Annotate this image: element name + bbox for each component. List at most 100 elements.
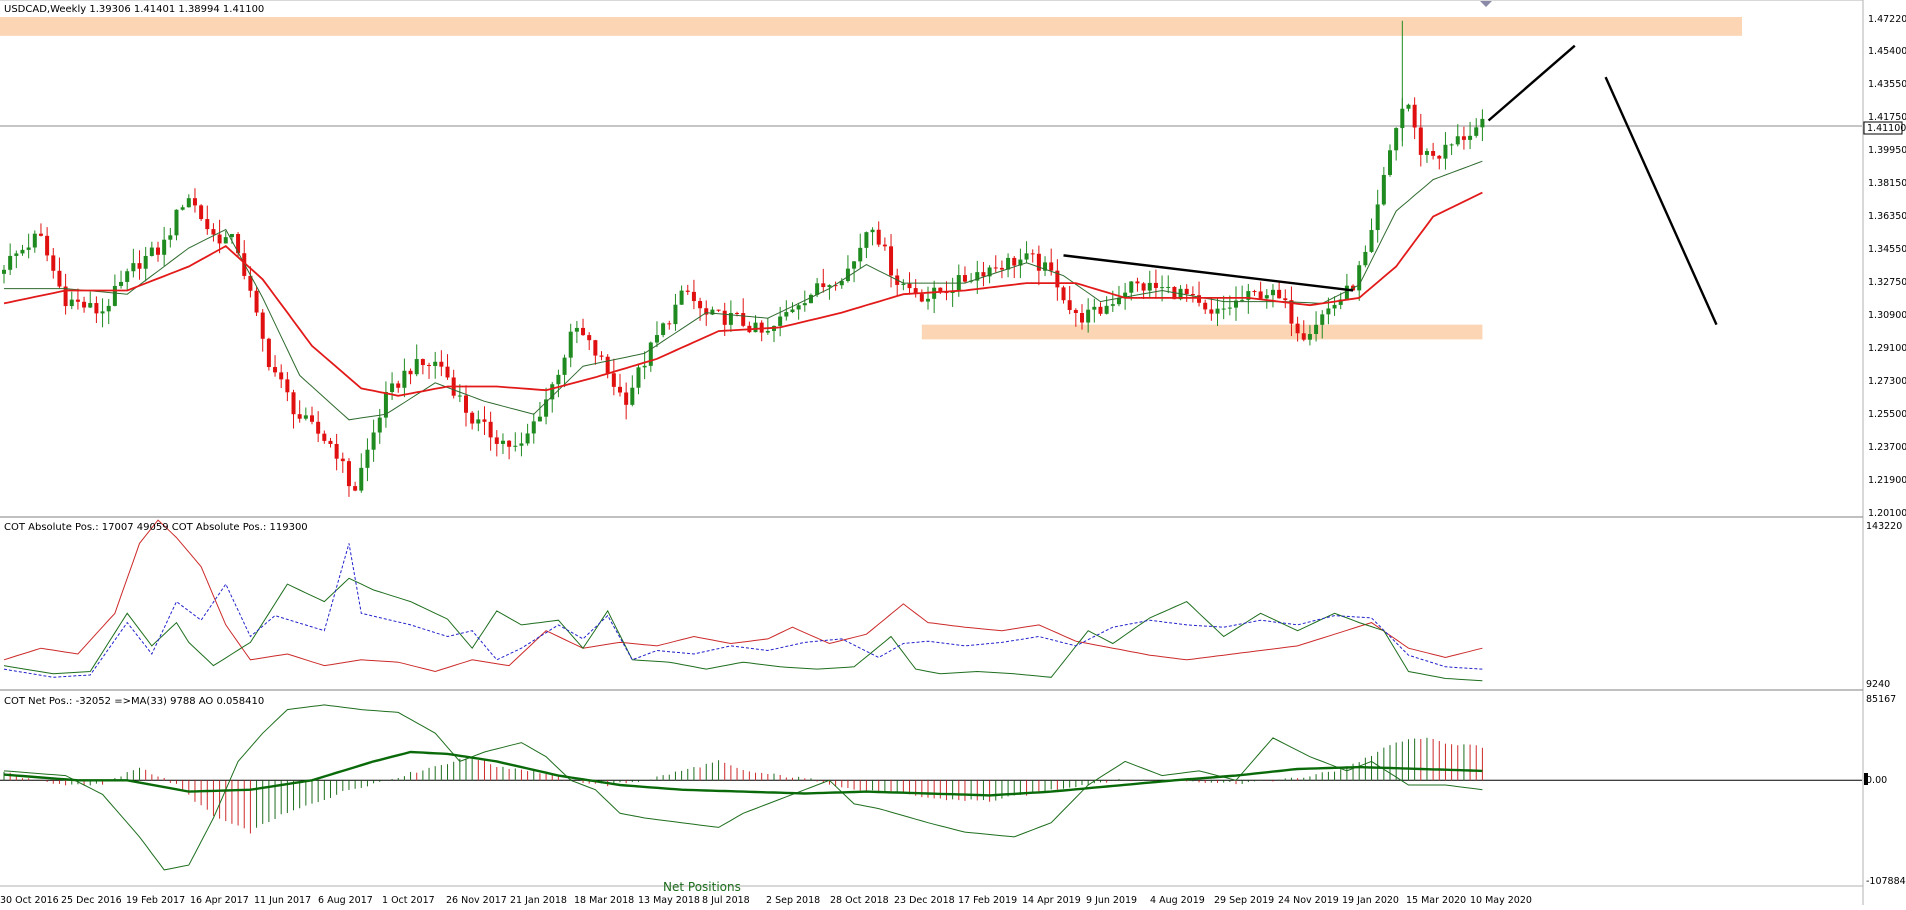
- candle[interactable]: [796, 302, 801, 320]
- candle[interactable]: [599, 351, 604, 361]
- candle[interactable]: [1418, 113, 1423, 167]
- candle[interactable]: [1227, 295, 1232, 316]
- candle[interactable]: [938, 287, 943, 294]
- candle[interactable]: [371, 419, 376, 462]
- candle[interactable]: [199, 204, 204, 221]
- candle[interactable]: [999, 260, 1004, 279]
- candle[interactable]: [303, 407, 308, 421]
- candle[interactable]: [1166, 275, 1171, 294]
- candle[interactable]: [1024, 241, 1029, 264]
- candle[interactable]: [1080, 304, 1084, 330]
- candle[interactable]: [273, 355, 278, 377]
- candle[interactable]: [340, 452, 345, 473]
- candle[interactable]: [94, 296, 99, 324]
- candle[interactable]: [1320, 310, 1325, 339]
- cot-net-line[interactable]: [3, 704, 1483, 871]
- candle[interactable]: [1215, 297, 1220, 326]
- candle[interactable]: [26, 233, 31, 259]
- candle[interactable]: [544, 387, 549, 425]
- candle[interactable]: [346, 458, 351, 497]
- candle[interactable]: [593, 339, 598, 365]
- candle[interactable]: [802, 290, 807, 312]
- candle[interactable]: [1197, 281, 1202, 307]
- candle[interactable]: [624, 382, 629, 420]
- candle[interactable]: [433, 351, 438, 379]
- candle[interactable]: [476, 410, 481, 432]
- trend-line-1[interactable]: [1063, 254, 1354, 292]
- candle[interactable]: [556, 369, 561, 398]
- candle[interactable]: [125, 268, 130, 290]
- candle[interactable]: [223, 230, 228, 244]
- candle[interactable]: [88, 291, 93, 309]
- candle[interactable]: [537, 402, 542, 422]
- ma-slow-line[interactable]: [3, 191, 1483, 397]
- candle[interactable]: [1455, 124, 1460, 147]
- candle[interactable]: [1036, 245, 1041, 286]
- candle[interactable]: [266, 337, 271, 371]
- candle[interactable]: [648, 341, 653, 372]
- candle[interactable]: [1314, 311, 1319, 342]
- candle[interactable]: [168, 228, 173, 248]
- candle[interactable]: [192, 188, 197, 213]
- cot-net-panel[interactable]: [0, 704, 1862, 871]
- candle[interactable]: [519, 432, 524, 457]
- candle[interactable]: [1240, 285, 1245, 303]
- candle[interactable]: [1252, 289, 1257, 296]
- candle[interactable]: [1221, 295, 1226, 320]
- candle[interactable]: [377, 408, 382, 444]
- candle[interactable]: [661, 322, 666, 338]
- candle[interactable]: [1018, 248, 1023, 279]
- cot-abs-blue-line[interactable]: [3, 543, 1483, 678]
- candle[interactable]: [1461, 126, 1466, 150]
- candle[interactable]: [131, 248, 136, 278]
- candle[interactable]: [445, 354, 450, 380]
- candle[interactable]: [254, 287, 259, 317]
- candle[interactable]: [180, 204, 185, 211]
- candle[interactable]: [119, 270, 124, 289]
- candle[interactable]: [211, 223, 216, 242]
- candle[interactable]: [1344, 273, 1349, 300]
- candle[interactable]: [51, 248, 56, 279]
- candle[interactable]: [673, 293, 678, 331]
- candle[interactable]: [562, 354, 567, 388]
- candle[interactable]: [790, 302, 795, 314]
- candle[interactable]: [895, 268, 900, 296]
- candle[interactable]: [919, 289, 924, 303]
- candle[interactable]: [229, 233, 234, 244]
- candle[interactable]: [1153, 269, 1158, 299]
- candle[interactable]: [1375, 189, 1380, 243]
- main-price-panel[interactable]: [0, 17, 1862, 497]
- candle[interactable]: [728, 300, 733, 332]
- candle[interactable]: [876, 221, 881, 247]
- candle[interactable]: [1043, 256, 1048, 277]
- candle[interactable]: [1406, 103, 1411, 112]
- ma33-line[interactable]: [3, 750, 1483, 797]
- candle[interactable]: [69, 291, 74, 310]
- candle[interactable]: [279, 364, 284, 389]
- candle[interactable]: [1412, 97, 1417, 140]
- trend-line-2[interactable]: [1487, 44, 1576, 122]
- candle[interactable]: [525, 423, 530, 446]
- candle[interactable]: [322, 430, 327, 444]
- candle[interactable]: [383, 381, 388, 428]
- candle[interactable]: [882, 237, 887, 251]
- candle[interactable]: [581, 318, 586, 336]
- candle[interactable]: [759, 320, 764, 342]
- candle[interactable]: [57, 257, 62, 289]
- candle[interactable]: [285, 372, 290, 402]
- resistance-zone[interactable]: [0, 17, 1742, 36]
- candle[interactable]: [833, 281, 838, 291]
- candle[interactable]: [143, 247, 148, 282]
- candle[interactable]: [587, 332, 592, 351]
- candle[interactable]: [1190, 286, 1195, 303]
- candle[interactable]: [451, 369, 456, 399]
- candle[interactable]: [500, 433, 505, 454]
- candle[interactable]: [679, 285, 684, 305]
- candle[interactable]: [667, 320, 672, 330]
- cot-abs-red-line[interactable]: [3, 519, 1483, 673]
- candle[interactable]: [328, 437, 333, 448]
- candle[interactable]: [636, 363, 641, 395]
- candle[interactable]: [1141, 282, 1146, 300]
- candle[interactable]: [205, 205, 210, 235]
- candle[interactable]: [784, 300, 789, 321]
